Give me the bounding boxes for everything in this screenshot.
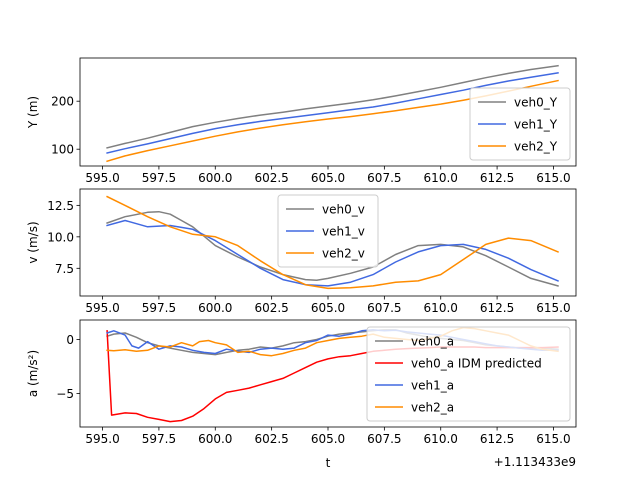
- legend-label: veh1_Y: [514, 118, 558, 132]
- legend-box: [277, 194, 379, 268]
- x-tick-label: 615.0: [536, 301, 570, 315]
- series-line-veh0_y: [106, 64, 559, 149]
- chart-panel-1: 595.0 597.5 600.0 602.5 605.0 607.5 610.0 612.5…: [26, 57, 577, 185]
- y-axis-label: v (m/s): [26, 221, 40, 263]
- x-tick-label: 610.0: [424, 432, 458, 446]
- x-tick-label: 612.5: [480, 432, 514, 446]
- legend-box: [469, 87, 571, 161]
- x-tick-label: 597.5: [142, 301, 176, 315]
- legend: veh0_Y veh1_Y veh2_Y: [469, 87, 571, 161]
- legend-label: veh1_a: [411, 379, 454, 393]
- series-line-veh0_v: [106, 210, 559, 287]
- x-tick-label: 605.0: [311, 171, 345, 185]
- x-tick-label: 610.0: [424, 301, 458, 315]
- legend: veh0_a veh0_a IDM predicted veh1_a veh2_a: [366, 326, 571, 422]
- x-tick-label: 597.5: [142, 171, 176, 185]
- x-tick-label: 595.0: [85, 432, 119, 446]
- chart-panel-3: 595.0 597.5 600.0 602.5 605.0 607.5 610.0 612.5…: [26, 319, 577, 470]
- y-axis-label: a (m/s²): [26, 350, 40, 397]
- x-tick-label: 602.5: [254, 432, 288, 446]
- x-tick-label: 602.5: [254, 301, 288, 315]
- x-offset-label: +1.113433e9: [494, 455, 576, 469]
- x-tick-label: 600.0: [198, 301, 232, 315]
- x-tick-label: 600.0: [198, 432, 232, 446]
- x-tick-label: 605.0: [311, 301, 345, 315]
- x-tick-label: 595.0: [85, 301, 119, 315]
- x-tick-label: 607.5: [367, 432, 401, 446]
- y-axis-label: Y (m): [26, 96, 40, 129]
- series-line-veh1_y: [106, 72, 559, 154]
- series-line-veh2_v: [106, 195, 559, 290]
- chart-panel-2: 595.0 597.5 600.0 602.5 605.0 607.5 610.0 612.5…: [26, 188, 577, 315]
- x-tick-label: 612.5: [480, 301, 514, 315]
- x-tick-label: 615.0: [536, 171, 570, 185]
- legend: veh0_v veh1_v veh2_v: [277, 194, 379, 268]
- x-tick-label: 607.5: [367, 171, 401, 185]
- legend-label: veh2_v: [322, 247, 365, 261]
- y-tick-label: 10.0: [47, 230, 74, 244]
- legend-label: veh2_Y: [514, 140, 558, 154]
- y-tick-label: 0: [66, 333, 74, 347]
- y-tick-label: −5: [56, 387, 74, 401]
- y-tick-label: 7.5: [55, 262, 74, 276]
- legend-label: veh0_a IDM predicted: [411, 357, 542, 371]
- legend-label: veh2_a: [411, 401, 454, 415]
- legend-label: veh1_v: [322, 225, 365, 239]
- legend-label: veh0_Y: [514, 96, 558, 110]
- series-line-veh1_v: [106, 219, 559, 287]
- x-tick-label: 600.0: [198, 171, 232, 185]
- y-tick-label: 12.5: [47, 199, 74, 213]
- x-tick-label: 595.0: [85, 171, 119, 185]
- x-tick-label: 612.5: [480, 171, 514, 185]
- y-tick-label: 200: [51, 95, 74, 109]
- legend-label: veh0_v: [322, 203, 365, 217]
- legend-box: [366, 326, 571, 422]
- legend-label: veh0_a: [411, 335, 454, 349]
- x-tick-label: 607.5: [367, 301, 401, 315]
- x-axis-label: t: [326, 456, 331, 470]
- x-tick-label: 597.5: [142, 432, 176, 446]
- x-tick-label: 610.0: [424, 171, 458, 185]
- y-tick-label: 100: [51, 143, 74, 157]
- x-tick-label: 602.5: [254, 171, 288, 185]
- x-tick-label: 605.0: [311, 432, 345, 446]
- x-tick-label: 615.0: [536, 432, 570, 446]
- series-group: [106, 195, 559, 290]
